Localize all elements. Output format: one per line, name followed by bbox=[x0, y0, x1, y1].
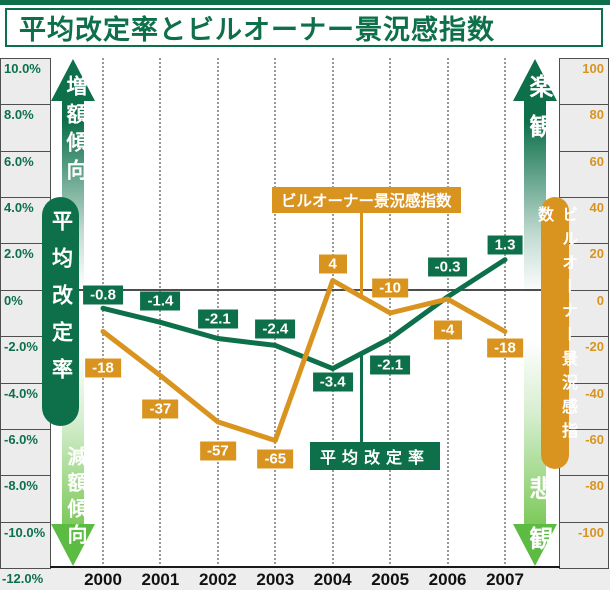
y-axis-cell-left: -8.0% bbox=[0, 475, 51, 523]
data-point-label: -2.1 bbox=[370, 355, 411, 375]
pessimism-arrow-shaft bbox=[524, 340, 546, 526]
gridline-2006 bbox=[446, 58, 449, 568]
data-point-label: 1.3 bbox=[487, 235, 523, 255]
page-title: 平均改定率とビルオーナー景況感指数 bbox=[19, 15, 495, 45]
data-point-label: -0.8 bbox=[83, 285, 123, 305]
data-point-label: -2.1 bbox=[197, 309, 238, 329]
year-label: 2006 bbox=[428, 570, 467, 589]
y-axis-cell-left: 8.0% bbox=[0, 104, 51, 152]
y-axis-cell-right: -100 bbox=[559, 522, 609, 569]
data-point-label: -4 bbox=[433, 320, 462, 340]
revision-series-callout-label: 平均改定率 bbox=[310, 442, 441, 470]
optimism-arrow-shaft bbox=[524, 99, 546, 294]
title-box: 平均改定率とビルオーナー景況感指数 bbox=[5, 8, 603, 47]
data-point-label: -57 bbox=[200, 441, 236, 461]
increase-trend-label: 増額傾向 bbox=[64, 75, 87, 187]
data-point-label: -18 bbox=[487, 338, 523, 358]
y-axis-cell-right: -80 bbox=[559, 475, 609, 523]
data-point-label: -3.4 bbox=[312, 372, 353, 392]
data-point-label: 4 bbox=[318, 254, 347, 274]
sentiment-series-callout-line bbox=[360, 207, 363, 298]
data-point-label: -1.4 bbox=[140, 291, 181, 311]
x-axis-line bbox=[50, 566, 560, 568]
pessimism-label: 悲観 bbox=[525, 476, 552, 576]
y-axis-cell-right: 80 bbox=[559, 104, 609, 152]
y-axis-cell-right: 60 bbox=[559, 151, 609, 198]
year-label: 2002 bbox=[198, 570, 237, 589]
gridline-2003 bbox=[274, 58, 277, 568]
gridline-2001 bbox=[159, 58, 162, 568]
right-axis-title-pill: ビルオーナー景況感指数 bbox=[535, 197, 576, 469]
revision-series-callout-line bbox=[360, 354, 363, 443]
data-point-label: -0.3 bbox=[427, 257, 468, 277]
zero-gridline bbox=[50, 289, 560, 291]
pessimism-arrow-icon bbox=[513, 524, 557, 566]
year-label: 2004 bbox=[313, 570, 352, 589]
gridline-2004 bbox=[331, 58, 334, 568]
year-label: 2007 bbox=[486, 570, 524, 589]
data-point-label: -10 bbox=[372, 278, 408, 298]
left-axis-title-pill: 平均改定率 bbox=[42, 197, 79, 426]
sentiment-series-callout-label: ビルオーナー景況感指数 bbox=[272, 187, 461, 213]
y-axis-cell-left: -10.0% bbox=[0, 522, 51, 569]
optimism-label: 楽観 bbox=[525, 74, 552, 154]
year-label: 2005 bbox=[371, 570, 410, 589]
right-axis-title: ビルオーナー景況感指数 bbox=[535, 206, 576, 446]
year-label: 2000 bbox=[84, 570, 122, 589]
decrease-trend-arrow-icon bbox=[51, 524, 95, 566]
increase-trend-arrow-icon bbox=[51, 59, 95, 101]
y-axis-cell-right: 100 bbox=[559, 58, 609, 105]
gridline-2007 bbox=[504, 58, 506, 568]
data-point-label: -65 bbox=[257, 449, 294, 469]
optimism-arrow-icon bbox=[513, 59, 557, 101]
y-axis-cell-left: 6.0% bbox=[0, 151, 51, 198]
y-axis-cell-left: -6.0% bbox=[0, 429, 51, 476]
y-axis-cell-left: 10.0% bbox=[0, 58, 51, 105]
gridline-2000 bbox=[102, 58, 104, 568]
data-point-label: -18 bbox=[85, 358, 121, 378]
year-label: 2001 bbox=[141, 570, 180, 589]
data-point-label: -2.4 bbox=[255, 319, 296, 339]
y-axis-tick-label-bottom: -12.0% bbox=[2, 571, 44, 586]
decrease-trend-label: 減額傾向 bbox=[64, 446, 86, 550]
x-axis-strip bbox=[0, 568, 610, 590]
gridline-2005 bbox=[389, 58, 392, 568]
data-point-label: -37 bbox=[142, 399, 179, 419]
top-accent-bar bbox=[0, 0, 610, 5]
year-label: 2003 bbox=[256, 570, 295, 589]
left-axis-title: 平均改定率 bbox=[49, 210, 73, 395]
